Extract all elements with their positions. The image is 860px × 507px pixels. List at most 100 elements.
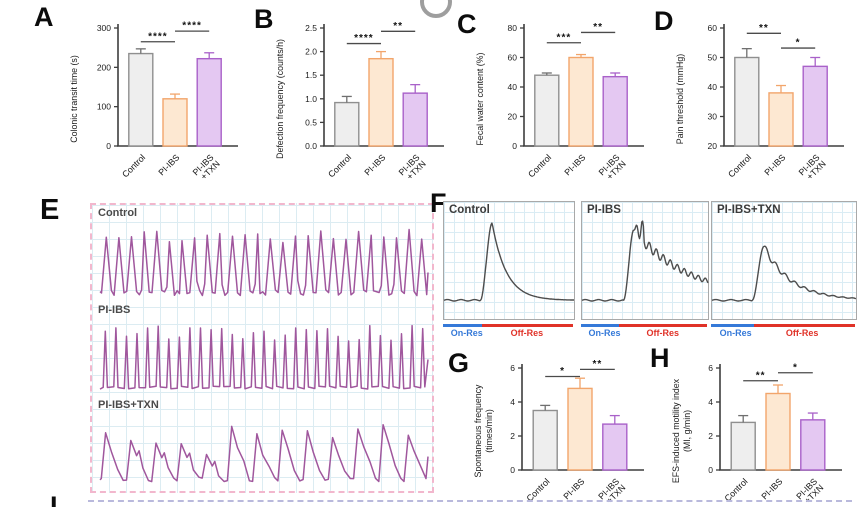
panel-a-chart: 0 100 200 300 Colonic transit time (s) **** **… — [69, 21, 238, 182]
off-res-bar — [618, 324, 707, 327]
svg-text:(times/min): (times/min) — [484, 409, 494, 453]
svg-text:*: * — [793, 362, 798, 373]
panel-a: A 0 100 200 300 Colonic transit time (s) ****… — [28, 0, 242, 196]
svg-text:6: 6 — [510, 363, 515, 373]
svg-text:20: 20 — [708, 141, 718, 151]
svg-text:0: 0 — [708, 465, 713, 475]
svg-text:PI-IBS: PI-IBS — [762, 152, 787, 177]
on-res-bar — [443, 324, 482, 327]
svg-text:Fecal water content (%): Fecal water content (%) — [475, 52, 485, 145]
svg-text:Control: Control — [726, 152, 753, 179]
svg-text:300: 300 — [97, 23, 111, 33]
panel-a-letter: A — [34, 2, 54, 32]
svg-text:****: **** — [354, 33, 374, 44]
panel-i-top-border — [88, 500, 852, 502]
panel-b: B 0.0 0.5 1.0 1.5 2.0 2.5 Defection frequency … — [234, 0, 448, 196]
f-box-txn: PI-IBS+TXN — [711, 201, 857, 320]
f-label-control: Control — [449, 204, 490, 216]
svg-text:(MI, g/min): (MI, g/min) — [682, 410, 692, 452]
off-res-bar — [482, 324, 573, 327]
cropped-letter-artifact — [420, 0, 452, 18]
svg-text:0: 0 — [510, 465, 515, 475]
svg-text:2: 2 — [510, 431, 515, 441]
svg-text:80: 80 — [508, 23, 518, 33]
e-trace-label-piibs: PI-IBS — [98, 304, 131, 316]
f-stim-line-piibs — [581, 324, 707, 327]
svg-text:200: 200 — [97, 62, 111, 72]
off-res-label: Off-Res — [510, 328, 544, 338]
panel-i-letter: I — [50, 491, 58, 507]
svg-text:0.0: 0.0 — [305, 141, 317, 151]
svg-text:****: **** — [182, 21, 202, 32]
on-res-label: On-Res — [588, 328, 621, 338]
svg-text:40: 40 — [708, 82, 718, 92]
e-trace-control — [99, 228, 429, 297]
panel-c-letter: C — [457, 9, 477, 39]
panel-f-letter: F — [430, 188, 447, 218]
svg-text:**: ** — [593, 359, 603, 370]
svg-text:Pain threshold (mmHg): Pain threshold (mmHg) — [675, 54, 685, 145]
svg-text:Spontaneous frequency: Spontaneous frequency — [473, 384, 483, 478]
off-res-bar — [754, 324, 855, 327]
svg-text:2.5: 2.5 — [305, 23, 317, 33]
svg-text:**: ** — [393, 21, 403, 32]
svg-text:PI-IBS: PI-IBS — [561, 476, 586, 501]
e-trace-piibs — [99, 324, 429, 390]
svg-text:PI-IBS: PI-IBS — [759, 476, 784, 501]
svg-text:0: 0 — [512, 141, 517, 151]
svg-text:Control: Control — [326, 152, 353, 179]
svg-text:4: 4 — [708, 397, 713, 407]
svg-text:0.5: 0.5 — [305, 117, 317, 127]
svg-text:*: * — [796, 38, 801, 49]
f-stim-labels-txn: On-Res Off-Res — [711, 328, 855, 340]
svg-text:60: 60 — [508, 53, 518, 63]
panel-b-letter: B — [254, 4, 274, 34]
svg-text:PI-IBS: PI-IBS — [156, 152, 181, 177]
svg-text:20: 20 — [508, 112, 518, 122]
svg-text:EFS-induced motility index: EFS-induced motility index — [671, 378, 681, 483]
on-res-bar — [581, 324, 619, 327]
svg-text:1.5: 1.5 — [305, 70, 317, 80]
panel-g: G 0 2 4 6 Spontaneous frequency (times/min) * *… — [430, 340, 650, 507]
f-trace-txn — [711, 245, 857, 302]
panel-f: F Control PI-IBS PI-IBS+TXN On-Res Off-R… — [430, 188, 860, 344]
svg-text:2.0: 2.0 — [305, 47, 317, 57]
svg-text:1.0: 1.0 — [305, 94, 317, 104]
panel-d: D 20 30 40 50 60 Pain threshold (mmHg) ** * Cont… — [644, 0, 860, 196]
panel-h: H 0 2 4 6 EFS-induced motility index (MI, g/m… — [648, 340, 860, 507]
f-box-control: Control — [443, 201, 575, 320]
panel-h-letter: H — [650, 343, 670, 373]
svg-text:Defection frequency (counts/h): Defection frequency (counts/h) — [275, 39, 285, 159]
panel-e-trace-box: Control PI-IBS PI-IBS+TXN — [90, 203, 434, 493]
svg-text:100: 100 — [97, 102, 111, 112]
svg-text:6: 6 — [708, 363, 713, 373]
f-box-piibs: PI-IBS — [581, 201, 709, 320]
svg-text:Control: Control — [120, 152, 147, 179]
panel-d-letter: D — [654, 6, 674, 36]
svg-text:****: **** — [148, 31, 168, 42]
svg-text:0: 0 — [106, 141, 111, 151]
on-res-label: On-Res — [719, 328, 752, 338]
panel-h-chart: 0 2 4 6 EFS-induced motility index (MI, g/min… — [671, 362, 842, 506]
svg-text:30: 30 — [708, 112, 718, 122]
svg-text:*: * — [560, 366, 565, 377]
f-label-piibs: PI-IBS — [587, 204, 621, 216]
e-trace-label-txn: PI-IBS+TXN — [98, 399, 159, 411]
svg-text:PI-IBS: PI-IBS — [562, 152, 587, 177]
svg-text:2: 2 — [708, 431, 713, 441]
f-trace-control — [443, 222, 574, 302]
svg-text:4: 4 — [510, 397, 515, 407]
off-res-label: Off-Res — [785, 328, 819, 338]
svg-text:40: 40 — [508, 82, 518, 92]
svg-text:Control: Control — [526, 152, 553, 179]
f-label-txn: PI-IBS+TXN — [717, 204, 781, 216]
f-stim-line-txn — [711, 324, 855, 327]
svg-text:**: ** — [756, 370, 766, 381]
on-res-label: On-Res — [450, 328, 483, 338]
panel-c: C 0 20 40 60 80 Fecal water content (%) *** ** C… — [430, 0, 646, 196]
e-trace-txn — [99, 423, 429, 483]
svg-text:**: ** — [593, 22, 603, 33]
